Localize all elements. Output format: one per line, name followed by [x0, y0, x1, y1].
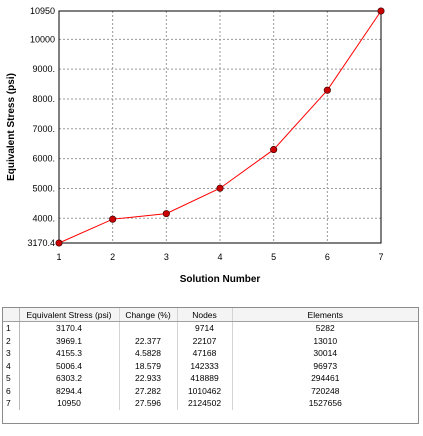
cell-nodes: 418889 — [177, 372, 233, 385]
header-change[interactable]: Change (%) — [119, 308, 178, 322]
cell-equivalent-stress: 3969.1 — [19, 334, 120, 347]
data-point — [55, 239, 63, 247]
cell-change: 27.596 — [119, 397, 178, 410]
x-tick-label: 5 — [271, 252, 276, 262]
header-equivalent-stress[interactable]: Equivalent Stress (psi) — [19, 308, 120, 322]
cell-nodes: 2124502 — [177, 397, 233, 410]
y-tick-label: 10000 — [30, 34, 55, 44]
cell-elements: 13010 — [313, 335, 338, 346]
chart-grid — [59, 11, 381, 243]
cell-equivalent-stress: 8294.4 — [19, 384, 120, 397]
row-number: 6 — [3, 384, 20, 397]
row-number: 5 — [3, 372, 20, 385]
cell-equivalent-stress: 4155.3 — [19, 347, 120, 360]
cell-equivalent-stress: 10950 — [19, 397, 120, 410]
y-tick-label: 6000. — [32, 154, 55, 164]
table-row[interactable]: 3 4155.3 4.5828 47168 30014 — [3, 347, 418, 360]
row-number: 3 — [3, 347, 20, 360]
series-markers — [55, 7, 385, 247]
y-axis-title: Equivalent Stress (psi) — [6, 73, 17, 181]
y-tick-label: 5000. — [32, 183, 55, 193]
cell-equivalent-stress: 5006.4 — [19, 359, 120, 372]
y-tick-label: 9000. — [32, 64, 55, 74]
cell-change: 4.5828 — [119, 347, 178, 360]
y-axis-ticks: 3170.4 4000. 5000. 6000. 7000. 8000. 9000. 1000… — [27, 6, 55, 248]
cell-change: 18.579 — [119, 359, 178, 372]
row-number: 2 — [3, 334, 20, 347]
row-number: 1 — [3, 321, 20, 335]
cell-elements: 30014 — [313, 348, 338, 359]
cell-change — [119, 321, 178, 335]
x-tick-label: 1 — [56, 252, 61, 262]
y-tick-label: 7000. — [32, 124, 55, 134]
cell-nodes: 47168 — [177, 347, 233, 360]
row-number: 4 — [3, 359, 20, 372]
header-rownum — [3, 308, 20, 322]
y-tick-label: 4000. — [32, 213, 55, 223]
data-point — [216, 184, 224, 192]
cell-nodes: 142333 — [177, 359, 233, 372]
data-point — [377, 7, 385, 15]
x-axis-ticks: 1 2 3 4 5 6 7 — [56, 252, 383, 262]
x-tick-label: 6 — [325, 252, 330, 262]
cell-nodes: 22107 — [177, 334, 233, 347]
data-point — [323, 86, 331, 94]
cell-elements: 5282 — [315, 323, 335, 334]
y-tick-label: 3170.4 — [27, 238, 55, 248]
cell-nodes: 9714 — [177, 321, 233, 335]
convergence-chart: 3170.4 4000. 5000. 6000. 7000. 8000. 9000. 1000… — [6, 6, 385, 285]
x-tick-label: 3 — [164, 252, 169, 262]
plot-frame — [58, 10, 382, 244]
cell-elements: 96973 — [313, 360, 338, 371]
y-tick-label: 10950 — [30, 6, 55, 16]
cell-equivalent-stress: 3170.4 — [19, 321, 120, 335]
data-point — [109, 215, 117, 223]
x-tick-label: 2 — [110, 252, 115, 262]
cell-change: 22.377 — [119, 334, 178, 347]
y-tick-label: 8000. — [32, 94, 55, 104]
cell-change: 27.282 — [119, 384, 178, 397]
table-row[interactable]: 1 3170.4 9714 5282 — [3, 321, 418, 335]
cell-change: 22.933 — [119, 372, 178, 385]
cell-elements: 1527656 — [308, 398, 342, 409]
data-point — [162, 210, 170, 218]
table-row[interactable]: 4 5006.4 18.579 142333 96973 — [3, 359, 418, 372]
x-tick-label: 4 — [217, 252, 222, 262]
table-row[interactable]: 2 3969.1 22.377 22107 13010 — [3, 334, 418, 347]
table-row[interactable]: 5 6303.2 22.933 418889 294461 — [3, 372, 418, 385]
data-point — [270, 146, 278, 154]
cell-elements: 720248 — [311, 385, 340, 396]
x-axis-title: Solution Number — [180, 274, 261, 285]
row-number: 7 — [3, 397, 20, 410]
header-elements[interactable]: Elements — [232, 308, 418, 322]
cell-elements: 294461 — [311, 373, 340, 384]
table-row[interactable]: 6 8294.4 27.282 1010462 720248 — [3, 384, 418, 397]
cell-nodes: 1010462 — [177, 384, 233, 397]
header-nodes[interactable]: Nodes — [177, 308, 233, 322]
results-table: Equivalent Stress (psi) Change (%) Nodes… — [2, 307, 419, 424]
table-header-row: Equivalent Stress (psi) Change (%) Nodes… — [3, 308, 418, 322]
cell-equivalent-stress: 6303.2 — [19, 372, 120, 385]
x-tick-label: 7 — [378, 252, 383, 262]
table-row[interactable]: 7 10950 27.596 2124502 1527656 — [3, 397, 418, 410]
